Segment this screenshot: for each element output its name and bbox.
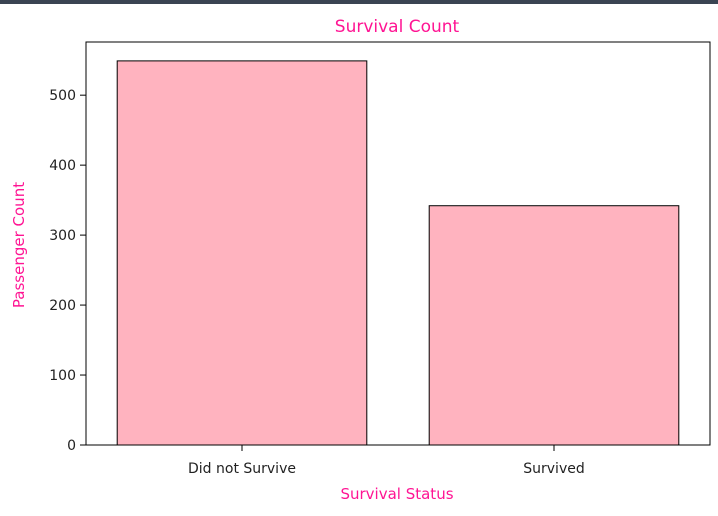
y-tick-label: 0 (67, 438, 76, 454)
x-tick-label: Survived (523, 461, 584, 477)
y-tick-label: 400 (49, 158, 76, 174)
y-axis: 0 100 200 300 400 500 (49, 88, 86, 454)
y-axis-label: Passenger Count (10, 182, 28, 308)
window-top-bar (0, 0, 718, 4)
x-axis-label: Survival Status (340, 485, 453, 503)
x-axis: Did not Survive Survived (188, 445, 585, 477)
y-tick-label: 500 (49, 88, 76, 104)
bar-did-not-survive (116, 60, 368, 446)
plot-area-frame (85, 41, 711, 446)
chart-title: Survival Count (335, 17, 460, 37)
y-tick-label: 200 (49, 298, 76, 314)
x-tick-label: Did not Survive (188, 461, 296, 477)
bars-group (116, 60, 680, 446)
y-tick-label: 300 (49, 228, 76, 244)
y-tick-label: 100 (49, 368, 76, 384)
bar-survived (428, 205, 680, 446)
